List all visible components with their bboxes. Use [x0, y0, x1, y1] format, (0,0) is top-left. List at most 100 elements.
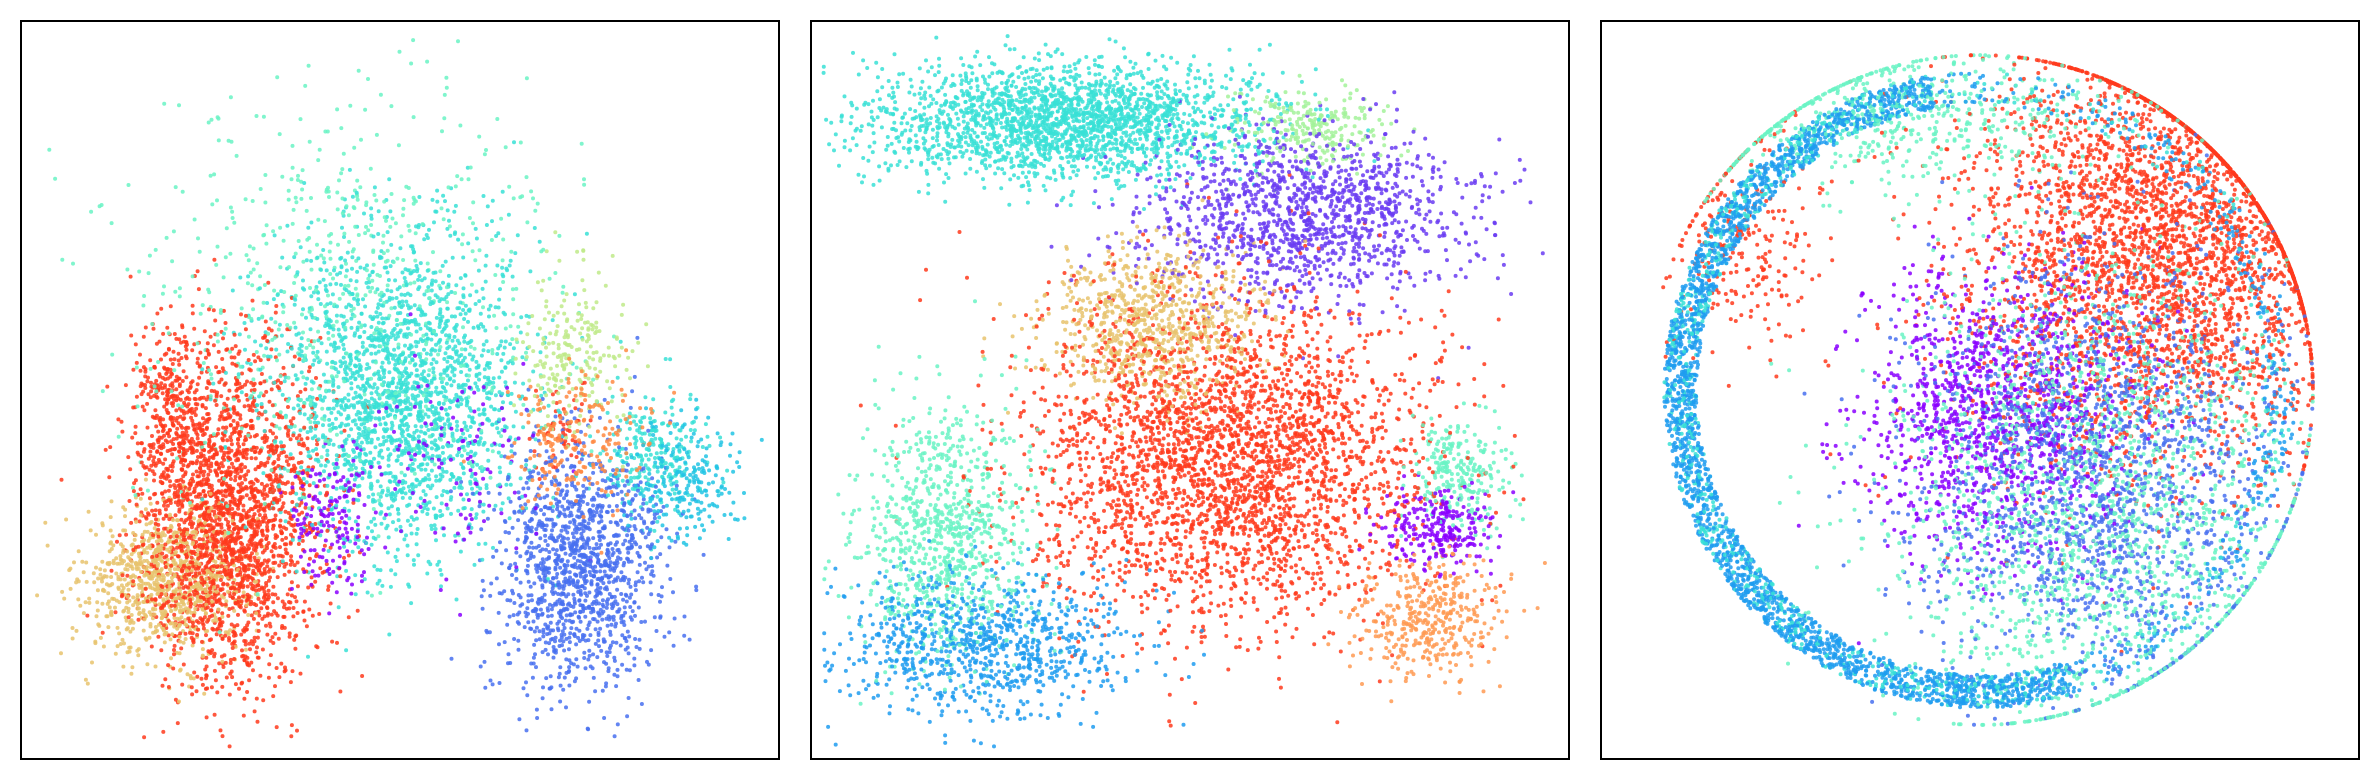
scatter-point [535, 716, 540, 720]
scatter-point [119, 583, 124, 588]
scatter-point [335, 190, 340, 195]
scatter-point [501, 237, 506, 242]
scatter-point [508, 342, 513, 347]
scatter-point [189, 685, 194, 690]
scatter-point [184, 541, 189, 546]
scatter-point [619, 570, 624, 575]
scatter-point [535, 332, 540, 337]
scatter-point [703, 422, 708, 427]
scatter-point [510, 337, 515, 342]
scatter-point [612, 655, 617, 660]
scatter-point [386, 337, 391, 342]
scatter-point [235, 448, 240, 453]
scatter-point [238, 275, 243, 280]
scatter-point [239, 546, 244, 551]
scatter-point [129, 543, 134, 548]
scatter-point [373, 416, 378, 421]
scatter-point [87, 596, 92, 601]
scatter-point [533, 208, 538, 213]
scatter-point [572, 596, 577, 601]
scatter-point [654, 629, 659, 633]
scatter-point [253, 359, 258, 364]
scatter-point [276, 484, 281, 489]
scatter-point [440, 263, 445, 268]
scatter-point [418, 261, 423, 266]
scatter-point [135, 602, 140, 607]
scatter-point [157, 372, 162, 377]
scatter-point [265, 354, 270, 359]
scatter-point [224, 347, 229, 352]
scatter-point [175, 616, 180, 621]
scatter-point [306, 585, 311, 590]
scatter-point [441, 280, 445, 285]
scatter-point [362, 211, 366, 216]
scatter-point [172, 574, 177, 579]
scatter-point [195, 269, 200, 274]
scatter-point [319, 455, 324, 460]
scatter-point [271, 641, 276, 645]
scatter-point [462, 339, 467, 344]
scatter-point [152, 492, 157, 497]
scatter-point [171, 442, 176, 446]
scatter-point [142, 408, 147, 413]
scatter-point [181, 662, 186, 667]
scatter-point [534, 625, 539, 630]
scatter-point [366, 228, 371, 233]
scatter-point [700, 445, 705, 449]
scatter-point [567, 541, 572, 546]
scatter-point [202, 463, 207, 468]
scatter-point [268, 653, 273, 658]
scatter-point [360, 674, 365, 678]
scatter-point [360, 344, 365, 349]
scatter-point [302, 181, 307, 185]
scatter-point [214, 262, 219, 267]
scatter-point [160, 391, 165, 396]
scatter-point [323, 379, 328, 384]
scatter-point [438, 514, 443, 519]
scatter-point [204, 715, 209, 720]
scatter-point [180, 379, 185, 383]
scatter-point [126, 606, 131, 611]
scatter-point [322, 543, 327, 548]
scatter-point [408, 402, 413, 407]
scatter-point [485, 416, 490, 421]
scatter-point [137, 612, 142, 616]
scatter-point [508, 461, 513, 465]
scatter-point [462, 506, 467, 510]
scatter-point [385, 270, 390, 275]
scatter-point [343, 258, 348, 263]
scatter-point [562, 648, 567, 653]
scatter-point [655, 469, 660, 474]
scatter-point [254, 603, 259, 608]
scatter-point [145, 550, 150, 555]
scatter-point [266, 280, 271, 285]
scatter-point [660, 585, 664, 590]
scatter-point [476, 407, 481, 412]
scatter-point [438, 372, 443, 377]
scatter-point [429, 337, 434, 342]
scatter-point [156, 561, 160, 566]
scatter-point [615, 674, 620, 679]
scatter-point [180, 503, 185, 508]
scatter-point [470, 249, 475, 254]
scatter-point [446, 273, 451, 278]
scatter-point [721, 480, 726, 485]
scatter-point [192, 516, 197, 521]
scatter-point [435, 199, 440, 204]
scatter-point [387, 295, 392, 300]
scatter-point [157, 511, 162, 516]
scatter-point [242, 696, 247, 701]
scatter-point [219, 394, 224, 399]
scatter-point [248, 362, 253, 366]
scatter-point [504, 482, 509, 487]
scatter-point [483, 279, 488, 284]
scatter-point [573, 610, 578, 615]
scatter-point [95, 588, 100, 593]
scatter-point [164, 371, 169, 376]
scatter-point [500, 265, 505, 270]
scatter-point [634, 445, 638, 450]
scatter-point [363, 231, 368, 236]
scatter-point [214, 394, 219, 399]
scatter-point [230, 585, 235, 590]
scatter-point [256, 416, 261, 421]
